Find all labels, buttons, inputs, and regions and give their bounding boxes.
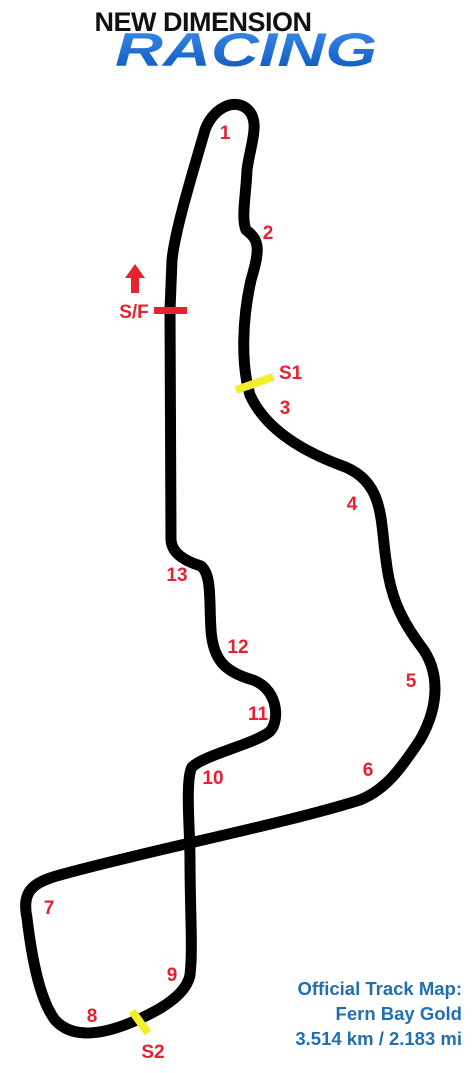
logo-racing: RACING — [115, 23, 377, 76]
start-finish-label: S/F — [119, 302, 149, 323]
corner-5: 5 — [406, 671, 417, 692]
corner-7: 7 — [44, 898, 55, 919]
corner-labels: 1 2 3 4 5 6 7 8 9 10 11 12 13 — [44, 123, 417, 1027]
logo-top-line: NEW DIMENSION — [94, 7, 311, 37]
sector2-label: S2 — [141, 1042, 164, 1063]
corner-3: 3 — [280, 398, 291, 419]
corner-8: 8 — [87, 1006, 98, 1027]
sector1-label: S1 — [279, 363, 303, 384]
corner-12: 12 — [227, 637, 248, 658]
corner-1: 1 — [220, 123, 231, 144]
corner-10: 10 — [202, 768, 223, 789]
corner-9: 9 — [167, 965, 178, 986]
start-finish-line — [154, 307, 187, 314]
track-outline — [20, 98, 441, 1039]
sector1-marker — [234, 373, 275, 394]
corner-11: 11 — [248, 704, 269, 725]
logo: NEW DIMENSION RACING — [94, 7, 377, 76]
sector2-marker — [128, 1008, 152, 1036]
info-length: 3.514 km / 2.183 mi — [295, 1028, 462, 1049]
info-title: Official Track Map: — [297, 978, 463, 999]
corner-6: 6 — [363, 760, 374, 781]
track-info: Official Track Map: Fern Bay Gold 3.514 … — [295, 976, 462, 1051]
arrow-up-icon — [125, 264, 145, 293]
corner-13: 13 — [166, 565, 187, 586]
corner-4: 4 — [347, 494, 358, 515]
corner-2: 2 — [263, 223, 274, 244]
info-track-name: Fern Bay Gold — [335, 1003, 462, 1024]
